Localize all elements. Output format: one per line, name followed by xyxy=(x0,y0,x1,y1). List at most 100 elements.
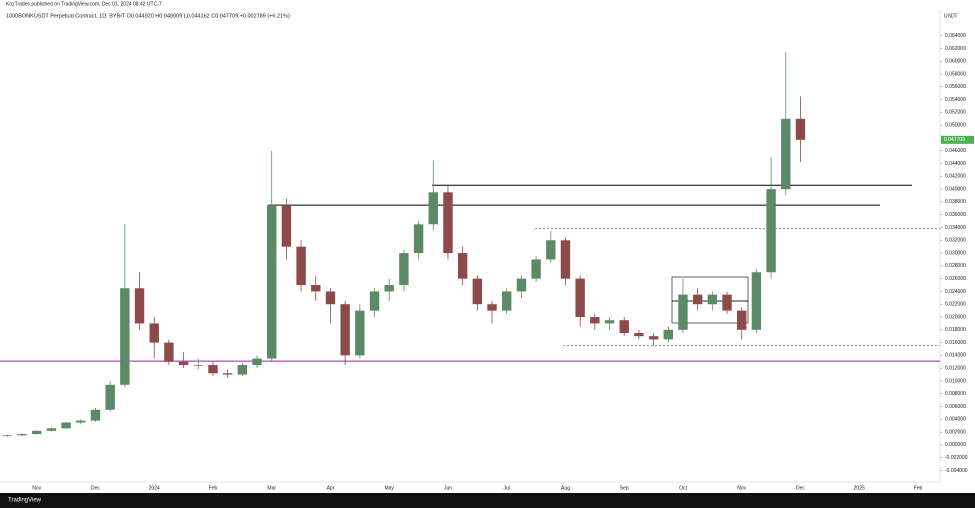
candle-body xyxy=(208,364,218,374)
candle-body xyxy=(443,192,453,254)
y-tick-label: 0.012000 xyxy=(945,366,966,372)
candle-body xyxy=(590,317,600,324)
y-tick-label: 0.032000 xyxy=(945,238,966,244)
candle-body xyxy=(17,434,27,436)
last-price-label: 0.047709 xyxy=(944,137,965,143)
candle-body xyxy=(766,189,776,273)
candle-body xyxy=(178,361,189,365)
candle-body xyxy=(120,288,130,385)
candle-body xyxy=(648,336,659,340)
candle-body xyxy=(781,118,791,190)
candle-body xyxy=(678,294,688,330)
y-tick-label: 0.010000 xyxy=(945,378,966,384)
candle-body xyxy=(751,272,762,330)
candle-body xyxy=(560,240,571,279)
candle-body xyxy=(399,253,409,286)
candle-body xyxy=(692,294,703,305)
x-tick-label: Oct xyxy=(679,485,687,491)
y-tick-label: 0.008000 xyxy=(945,391,966,397)
y-tick-label: 0.050000 xyxy=(945,123,966,129)
last-price-tag xyxy=(941,135,974,144)
y-tick-label: 0.054000 xyxy=(945,97,966,103)
x-tick-label: Dec xyxy=(796,485,805,491)
candle-body xyxy=(369,291,380,311)
candle-body xyxy=(502,291,512,311)
x-tick-label: Nov xyxy=(32,485,41,491)
candle-body xyxy=(105,384,115,410)
candle-body xyxy=(428,192,438,225)
candle-body xyxy=(472,278,483,305)
candle-body xyxy=(575,278,585,318)
x-tick-label: Mar xyxy=(267,485,276,491)
candle-body xyxy=(281,205,292,247)
candle-body xyxy=(737,310,747,330)
y-tick-label: 0.056000 xyxy=(945,84,966,90)
candle-body xyxy=(516,278,527,292)
candle-body xyxy=(267,205,277,359)
y-tick-label: 0.042000 xyxy=(945,174,966,180)
candle-body xyxy=(76,420,86,423)
brand: TradingView xyxy=(8,498,42,504)
y-tick-label: 0.016000 xyxy=(945,340,966,346)
y-tick-label: 0.002000 xyxy=(945,429,966,435)
candle-body xyxy=(487,304,497,311)
y-tick-label: 0.030000 xyxy=(945,250,966,256)
x-tick-label: 2025 xyxy=(854,485,865,491)
y-tick-label: 0.004000 xyxy=(945,417,966,423)
y-tick-label: 0.038000 xyxy=(945,199,966,205)
candle-body xyxy=(634,333,644,337)
candle-body xyxy=(457,253,468,279)
y-tick-label: 0.000000 xyxy=(945,442,966,448)
x-tick-label: May xyxy=(384,485,394,491)
candle-body xyxy=(2,435,13,437)
y-tick-label: 0.044000 xyxy=(945,161,966,167)
candle-body xyxy=(340,304,350,356)
publisher: KozTrades published on TradingView.com, … xyxy=(6,1,162,7)
y-tick-label: 0.028000 xyxy=(945,263,966,269)
candle-body xyxy=(722,294,732,311)
y-tick-label: 0.018000 xyxy=(945,327,966,333)
y-tick-label: 0.060000 xyxy=(945,59,966,65)
y-tick-label: 0.036000 xyxy=(945,212,966,218)
x-tick-label: 2024 xyxy=(149,485,160,491)
candle-body xyxy=(134,288,145,324)
candle-body xyxy=(237,364,248,375)
candle-body xyxy=(707,294,718,305)
x-tick-label: Nov xyxy=(737,485,746,491)
y-tick-label: 0.058000 xyxy=(945,71,966,77)
candle-body xyxy=(222,373,233,375)
candle-body xyxy=(46,428,57,431)
x-tick-label: Sep xyxy=(620,485,629,491)
candle-body xyxy=(193,364,203,366)
candle-body xyxy=(32,430,42,435)
candle-body xyxy=(619,320,629,334)
y-tick-label: 0.020000 xyxy=(945,314,966,320)
y-tick-label: 0.026000 xyxy=(945,276,966,282)
candle-body xyxy=(325,291,336,305)
y-tick-label: 0.022000 xyxy=(945,302,966,308)
y-tick-label: 0.062000 xyxy=(945,46,966,52)
x-tick-label: Dec xyxy=(91,485,100,491)
x-tick-label: Aug xyxy=(561,485,570,491)
candle-body xyxy=(663,329,673,340)
y-tick-label: 0.006000 xyxy=(945,404,966,410)
y-tick-label: 0.052000 xyxy=(945,110,966,116)
y-tick-label: 0.034000 xyxy=(945,225,966,231)
x-tick-label: Apr xyxy=(327,485,335,491)
candle-body xyxy=(531,259,541,279)
candle-body xyxy=(90,409,101,421)
y-tick-label: 0.024000 xyxy=(945,289,966,295)
candle-body xyxy=(546,240,556,260)
y-tick-label: 0.046000 xyxy=(945,148,966,154)
chart-title: 1000BONKUSDT Perpetual Contract, 1D, BYB… xyxy=(6,13,290,19)
x-tick-label: Jul xyxy=(504,485,510,491)
candle-body xyxy=(413,224,424,254)
candle-body xyxy=(252,358,262,365)
candle-body xyxy=(384,285,394,292)
y-tick-label: 0.014000 xyxy=(945,353,966,359)
footer-bar xyxy=(0,493,975,508)
x-tick-label: Feb xyxy=(914,485,923,491)
y-axis-label: USDT xyxy=(944,13,958,19)
